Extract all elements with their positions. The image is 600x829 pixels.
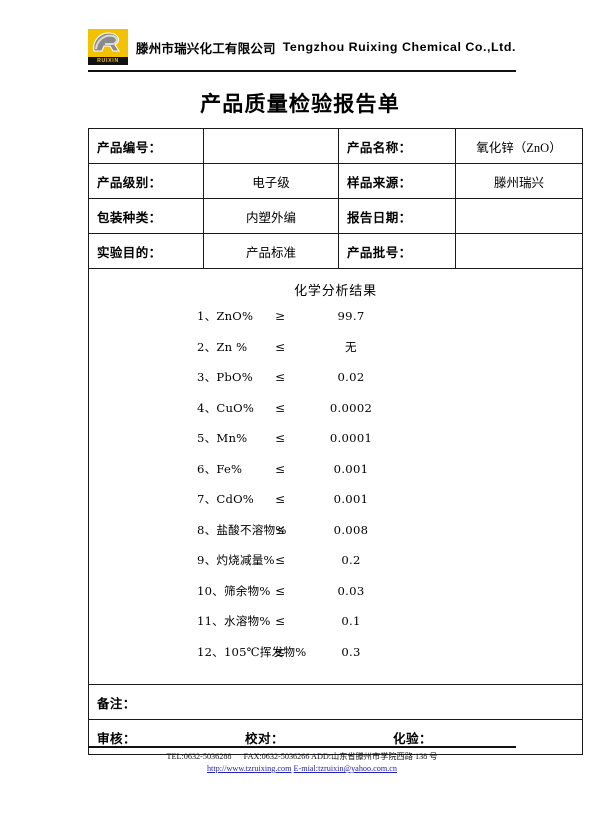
chemical-row-name: 3、PbO% [197, 370, 253, 384]
remarks-cell[interactable]: 备注： [88, 684, 583, 720]
chemical-row-name: 1、ZnO% [197, 309, 254, 323]
chemical-row-name: 11、水溶物% [197, 614, 271, 628]
chemical-row-value: 0.001 [333, 492, 369, 506]
chemical-row-value: 0.0001 [329, 431, 373, 445]
page-footer: TEL:0632-5036288 FAX:0632-5036266 ADD:山东… [88, 751, 516, 774]
footer-fax: FAX:0632-5036266 [243, 752, 310, 761]
company-name-en: Tengzhou Ruixing Chemical Co.,Ltd. [282, 40, 516, 54]
field-label-report-date: 报告日期： [338, 198, 456, 234]
chemical-row: 3、PbO% ≤0.02 [89, 369, 582, 400]
chemical-row: 9、灼烧减量% ≤0.2 [89, 552, 582, 583]
field-label-batch-number: 产品批号： [338, 233, 456, 269]
chemical-row-value: 0.008 [333, 522, 369, 537]
table-row: 包装种类： 内塑外编 报告日期： [88, 198, 583, 234]
footer-address: ADD:山东省滕州市学院西路 138 号 [311, 752, 438, 761]
chemical-row-name: 5、Mn% [197, 431, 248, 445]
chemical-row: 8、盐酸不溶物% ≤0.008 [89, 522, 582, 553]
field-value-product-code[interactable] [203, 128, 339, 164]
table-row: 备注： [88, 684, 583, 720]
chemical-row-name: 7、CdO% [197, 492, 254, 506]
field-value-product-grade[interactable]: 电子级 [203, 163, 339, 199]
chemical-row-value: 0.001 [333, 461, 369, 476]
chemical-row-operator: ≤ [274, 461, 286, 476]
footer-email-link[interactable]: E-mial:tzruixin@yahoo.com.cn [293, 764, 398, 773]
table-row-chemical: 化学分析结果 1、ZnO% ≥99.7 2、Zn % ≤ 无 3、PbO% ≤0.02 4、C… [88, 268, 583, 685]
chemical-row-value: 99.7 [337, 309, 365, 323]
signoff-review-label[interactable]: 审核： [97, 731, 136, 746]
field-label-sample-source: 样品来源： [338, 163, 456, 199]
table-row: 审核： 校对： 化验： [88, 719, 583, 755]
table-row: 产品编号： 产品名称： 氧化锌（ZnO） [88, 128, 583, 164]
chemical-row-value: 0.0002 [329, 400, 373, 415]
logo-wordmark: RUIXIN [88, 57, 128, 65]
chemical-analysis-cell: 化学分析结果 1、ZnO% ≥99.7 2、Zn % ≤ 无 3、PbO% ≤0.02 4、C… [88, 268, 583, 685]
chemical-row: 12、105℃挥发物% ≤0.3 [89, 644, 582, 675]
field-value-product-name[interactable]: 氧化锌（ZnO） [455, 128, 583, 164]
signoff-assay-label[interactable]: 化验： [393, 731, 432, 746]
company-name-cn: 滕州市瑞兴化工有限公司 [136, 41, 276, 56]
table-row: 产品级别： 电子级 样品来源： 滕州瑞兴 [88, 163, 583, 199]
chemical-row-operator: ≤ [274, 644, 286, 659]
chemical-row-operator: ≤ [274, 400, 286, 415]
chemical-row-name: 10、筛余物% [197, 583, 271, 598]
chemical-row-operator: ≤ [274, 614, 286, 628]
logo-r-glyph [93, 32, 121, 52]
chemical-row-operator: ≤ [274, 370, 286, 384]
letterhead: RUIXIN 滕州市瑞兴化工有限公司 Tengzhou Ruixing Chem… [88, 26, 518, 68]
field-value-report-date[interactable] [455, 198, 583, 234]
ruixin-logo-icon: RUIXIN [88, 29, 128, 65]
field-value-test-purpose[interactable]: 产品标准 [203, 233, 339, 269]
chemical-row-operator: ≤ [274, 583, 286, 598]
chemical-row-name: 6、Fe% [197, 461, 243, 476]
field-value-sample-source[interactable]: 滕州瑞兴 [455, 163, 583, 199]
remarks-label: 备注： [97, 696, 136, 711]
chemical-row: 5、Mn% ≤0.0001 [89, 430, 582, 461]
chemical-row: 2、Zn % ≤ 无 [89, 339, 582, 370]
signoff-cell: 审核： 校对： 化验： [88, 719, 583, 755]
field-label-test-purpose: 实验目的： [88, 233, 204, 269]
chemical-row-name: 9、灼烧减量% [197, 553, 275, 567]
header-divider [88, 70, 516, 72]
chemical-row-operator: ≤ [274, 553, 286, 567]
chemical-row-operator: ≤ [274, 431, 286, 445]
chemical-row-value: 0.03 [337, 583, 365, 598]
footer-contact-line: TEL:0632-5036288 FAX:0632-5036266 ADD:山东… [88, 751, 516, 762]
chemical-row-value: 无 [345, 339, 357, 354]
footer-website-link[interactable]: http://www.tzruixing.com [206, 764, 292, 773]
chemical-row: 1、ZnO% ≥99.7 [89, 308, 582, 339]
footer-divider [88, 746, 516, 748]
chemical-analysis-title: 化学分析结果 [294, 283, 377, 298]
chemical-row-operator: ≤ [274, 492, 286, 506]
chemical-row-operator: ≤ [274, 522, 286, 537]
field-value-batch-number[interactable] [455, 233, 583, 269]
chemical-row: 7、CdO% ≤0.001 [89, 491, 582, 522]
chemical-row-name: 2、Zn % [197, 339, 248, 354]
inspection-report-table: 产品编号： 产品名称： 氧化锌（ZnO） 产品级别： 电子级 样品来源： 滕州瑞… [88, 128, 583, 755]
chemical-row: 6、Fe% ≤0.001 [89, 461, 582, 492]
chemical-row-value: 0.1 [341, 614, 361, 628]
field-label-package-type: 包装种类： [88, 198, 204, 234]
footer-web-line: http://www.tzruixing.com E-mial:tzruixin… [88, 763, 516, 774]
footer-tel: TEL:0632-5036288 [166, 752, 232, 761]
chemical-row-operator: ≥ [274, 309, 286, 323]
page-title: 产品质量检验报告单 [200, 93, 400, 116]
field-label-product-name: 产品名称： [338, 128, 456, 164]
chemical-row-value: 0.2 [341, 553, 361, 567]
chemical-row-value: 0.3 [341, 644, 361, 659]
chemical-row: 11、水溶物% ≤0.1 [89, 613, 582, 644]
field-label-product-grade: 产品级别： [88, 163, 204, 199]
field-label-product-code: 产品编号： [88, 128, 204, 164]
chemical-row: 10、筛余物% ≤0.03 [89, 583, 582, 614]
chemical-analysis-list: 1、ZnO% ≥99.7 2、Zn % ≤ 无 3、PbO% ≤0.02 4、CuO% ≤0.0… [89, 308, 582, 674]
chemical-row-name: 4、CuO% [197, 400, 255, 415]
chemical-row-value: 0.02 [337, 370, 365, 384]
field-value-package-type[interactable]: 内塑外编 [203, 198, 339, 234]
chemical-row-name: 8、盐酸不溶物% [197, 522, 287, 537]
table-row: 实验目的： 产品标准 产品批号： [88, 233, 583, 269]
chemical-row-operator: ≤ [274, 339, 286, 354]
chemical-row: 4、CuO% ≤0.0002 [89, 400, 582, 431]
signoff-proofread-label[interactable]: 校对： [245, 731, 284, 746]
chemical-row-name: 12、105℃挥发物% [197, 644, 307, 659]
